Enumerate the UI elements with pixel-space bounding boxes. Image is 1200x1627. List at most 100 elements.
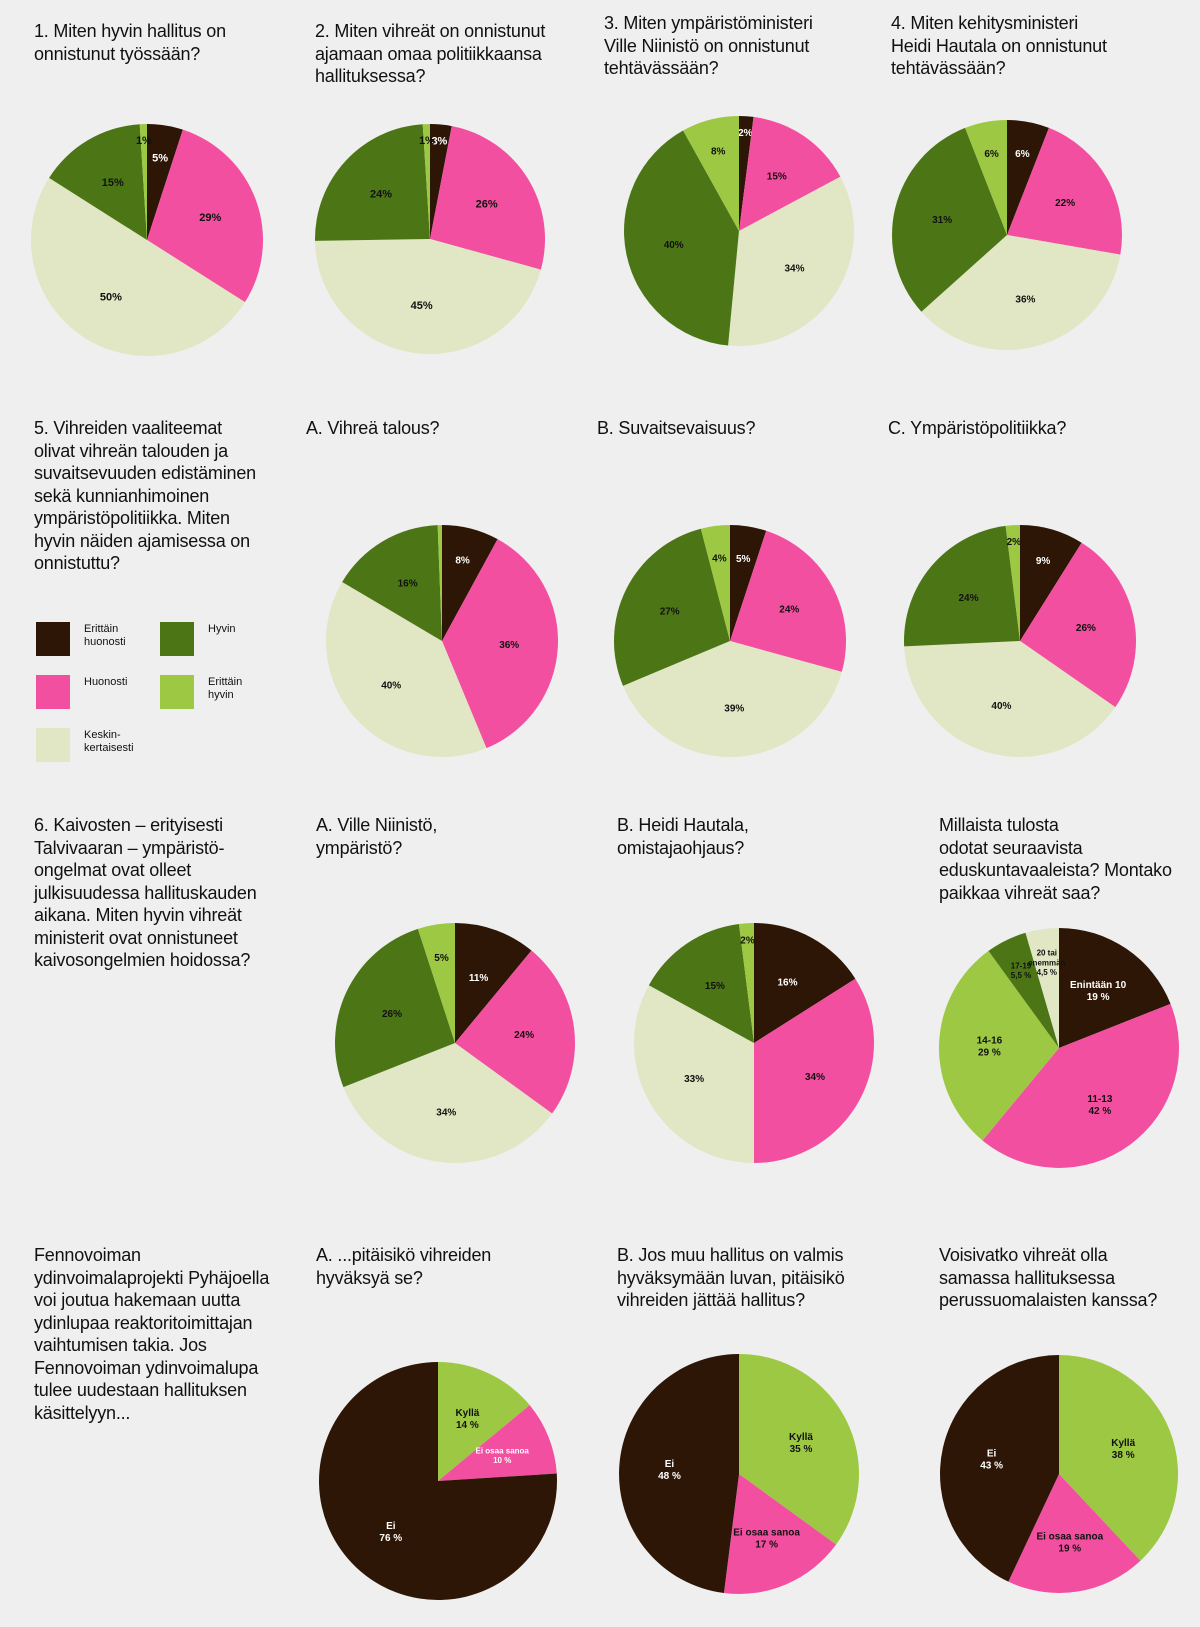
legend-label: Erittäin huonosti bbox=[84, 623, 126, 648]
pie-slice-ei-osaa-sanoa bbox=[1008, 1474, 1141, 1593]
pie-label: 39% bbox=[724, 704, 744, 715]
pie-slice-3 bbox=[430, 124, 452, 239]
pie-label: 29% bbox=[199, 212, 221, 224]
pie-label: Ei 48 % bbox=[658, 1459, 681, 1482]
pie-slice-24 bbox=[904, 525, 1020, 647]
pie-label: 5% bbox=[434, 953, 449, 964]
pie-label: 15% bbox=[705, 981, 725, 992]
pie-label: 40% bbox=[664, 240, 684, 251]
question-6a: A. Ville Niinistö, ympäristö? bbox=[316, 815, 438, 858]
pie-slice-26 bbox=[1020, 542, 1137, 708]
pie-slice-6 bbox=[1007, 120, 1049, 235]
pie-label: Ei osaa sanoa 10 % bbox=[476, 1447, 530, 1466]
legend-label: Keskin- kertaisesti bbox=[84, 729, 134, 754]
pie-slice-26 bbox=[430, 126, 545, 270]
pie-slice-24 bbox=[455, 950, 575, 1114]
pie-label: 15% bbox=[102, 177, 124, 189]
question-5b: B. Suvaitsevaisuus? bbox=[597, 418, 756, 438]
pie-slice-8 bbox=[683, 116, 739, 231]
pie-label: 16% bbox=[777, 978, 797, 989]
pie-slice-15 bbox=[648, 923, 754, 1043]
pie-slice-ei bbox=[619, 1354, 739, 1594]
legend-swatch bbox=[36, 728, 70, 762]
pie-label: 26% bbox=[476, 199, 498, 211]
pie-label: 34% bbox=[805, 1072, 825, 1083]
pie-label: 16% bbox=[398, 579, 418, 590]
pie-label: 14-16 29 % bbox=[977, 1035, 1003, 1058]
question-7: Millaista tulosta odotat seuraavista edu… bbox=[939, 815, 1172, 903]
pie-label: 4% bbox=[712, 554, 727, 565]
pie-label: 40% bbox=[381, 681, 401, 692]
legend-swatch bbox=[160, 622, 194, 656]
pie-label: Ei osaa sanoa 17 % bbox=[733, 1527, 800, 1550]
question-3: 3. Miten ympäristöministeri Ville Niinis… bbox=[604, 13, 813, 78]
question-5: 5. Vihreiden vaaliteemat olivat vihreän … bbox=[34, 418, 256, 573]
pie-slice-34 bbox=[728, 176, 855, 347]
pie-slice-2 bbox=[738, 923, 754, 1043]
pie-label: 8% bbox=[455, 556, 470, 567]
pie-slice-ei bbox=[319, 1362, 558, 1601]
pie-slice-45 bbox=[315, 239, 541, 355]
pie-slice-kyll bbox=[739, 1354, 859, 1545]
pie-slice-1 bbox=[422, 123, 430, 239]
pie-label: 27% bbox=[660, 607, 680, 618]
pie-label: 2% bbox=[740, 936, 755, 947]
pie-slice-5 bbox=[417, 923, 455, 1043]
pie-label: Kyllä 38 % bbox=[1111, 1438, 1135, 1461]
pie-slice-14-16 bbox=[939, 950, 1059, 1141]
pie-label: 24% bbox=[958, 593, 978, 604]
pie-label: 6% bbox=[984, 149, 999, 160]
question-5a: A. Vihreä talous? bbox=[306, 418, 440, 438]
legend: Erittäin huonosti Huonosti Keskin- kerta… bbox=[36, 622, 286, 772]
pie-label: Ei 43 % bbox=[980, 1448, 1003, 1471]
pie-label: Kyllä 14 % bbox=[455, 1408, 479, 1431]
pie-slice-34 bbox=[343, 1043, 553, 1163]
pie-slice-5 bbox=[730, 525, 767, 641]
legend-item-huonosti: Huonosti bbox=[36, 675, 146, 715]
pie-label: 26% bbox=[1076, 623, 1096, 634]
pie-slice-6 bbox=[965, 120, 1007, 235]
pie-slice-1 bbox=[139, 124, 147, 240]
pie-label: 24% bbox=[779, 605, 799, 616]
legend-item-erittain-hyvin: Erittäin hyvin bbox=[160, 675, 270, 715]
pie-label: 26% bbox=[382, 1009, 402, 1020]
pie-label: 15% bbox=[767, 172, 787, 183]
pie-label: 34% bbox=[784, 263, 804, 274]
legend-label: Hyvin bbox=[208, 623, 236, 635]
legend-item-keskinkertaisesti: Keskin- kertaisesti bbox=[36, 728, 146, 768]
pie-slice-11-13 bbox=[982, 1003, 1179, 1168]
pie-label: 40% bbox=[991, 701, 1011, 712]
pie-label: 11% bbox=[469, 973, 489, 984]
pie-label: 3% bbox=[431, 135, 447, 147]
pie-label: 36% bbox=[499, 640, 519, 651]
pie-label: 20 tai enemmän 4,5 % bbox=[1028, 949, 1065, 977]
question-1: 1. Miten hyvin hallitus on onnistunut ty… bbox=[34, 21, 226, 64]
pie-slice-4 bbox=[700, 525, 730, 641]
pie-label: 22% bbox=[1055, 198, 1075, 209]
pie-slice-9 bbox=[1020, 525, 1082, 641]
pie-slice-slice-4 bbox=[437, 525, 442, 641]
pie-slice-33 bbox=[633, 985, 754, 1163]
pie-label: 6% bbox=[1015, 149, 1030, 160]
pie-slice-40 bbox=[325, 581, 487, 758]
pie-slice-enint-n-10 bbox=[1059, 928, 1171, 1048]
pie-slice-ei bbox=[940, 1355, 1059, 1582]
pie-slice-36 bbox=[921, 235, 1121, 350]
pie-slice-2 bbox=[739, 116, 754, 231]
pie-slice-11 bbox=[455, 923, 532, 1043]
pie-slice-40 bbox=[904, 641, 1116, 757]
pie-slice-2 bbox=[1005, 525, 1020, 641]
pie-label: 2% bbox=[1007, 537, 1022, 548]
pie-slice-29 bbox=[147, 129, 263, 303]
pie-label: 24% bbox=[514, 1030, 534, 1041]
question-8a: A. ...pitäisikö vihreiden hyväksyä se? bbox=[316, 1245, 492, 1288]
legend-swatch bbox=[36, 675, 70, 709]
pie-slice-16 bbox=[342, 525, 442, 641]
pie-slice-5 bbox=[147, 124, 183, 240]
pie-label: 1% bbox=[419, 135, 435, 147]
pie-label: 2% bbox=[738, 128, 753, 139]
pie-slice-50 bbox=[30, 177, 245, 357]
pie-label: 9% bbox=[1036, 556, 1051, 567]
pie-slice-20-tai bbox=[1025, 928, 1059, 1048]
legend-label: Huonosti bbox=[84, 676, 128, 688]
